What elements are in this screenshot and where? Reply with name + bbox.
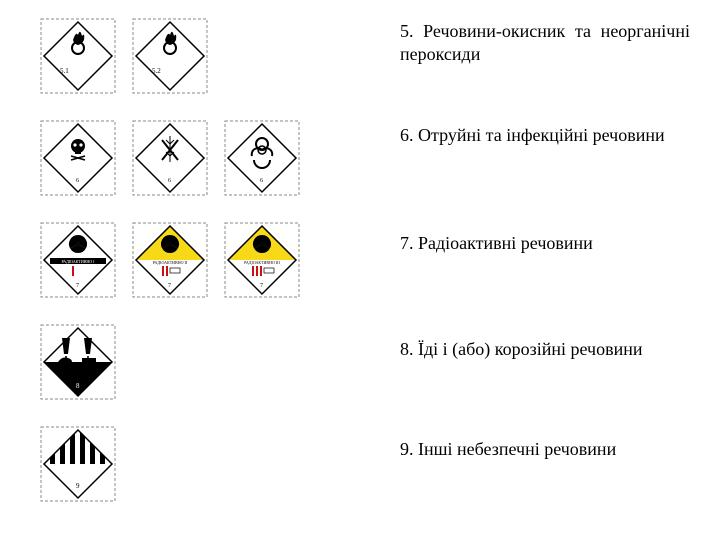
placards-6: 6 6 bbox=[40, 120, 300, 196]
placard-label: 8 bbox=[76, 382, 80, 390]
placards-5: 5.1 5.2 bbox=[40, 18, 208, 94]
placard-label: 7 bbox=[260, 283, 263, 289]
placard-6-toxic: 6 bbox=[40, 120, 116, 196]
placard-7-3: РАДІОАКТИВНО III 7 bbox=[224, 222, 300, 298]
placard-8: 8 bbox=[40, 324, 116, 400]
placard-label: 6 bbox=[260, 178, 263, 184]
placard-label: 9 bbox=[76, 482, 80, 490]
placard-label: 5.2 bbox=[152, 67, 161, 75]
placards-7: РАДІОАКТИВНО I 7 РАДІОАКТИВНО II bbox=[40, 222, 300, 298]
text-5: 5. Речовини-окисник та неорганічні перок… bbox=[400, 20, 690, 65]
placard-title: РАДІОАКТИВНО II bbox=[153, 260, 188, 265]
placard-title: РАДІОАКТИВНО III bbox=[244, 260, 280, 265]
placard-label: 7 bbox=[76, 283, 79, 289]
placard-7-1: РАДІОАКТИВНО I 7 bbox=[40, 222, 116, 298]
placard-5-2: 5.2 bbox=[132, 18, 208, 94]
placard-label: 6 bbox=[168, 178, 171, 184]
text-9: 9. Інші небезпечні речовини bbox=[400, 438, 690, 461]
placards-8: 8 bbox=[40, 324, 116, 400]
placards-9: 9 bbox=[40, 426, 116, 502]
placard-label: 6 bbox=[76, 178, 79, 184]
text-8: 8. Їді і (або) корозійні речовини bbox=[400, 338, 690, 361]
placard-9: 9 bbox=[40, 426, 116, 502]
placard-label: 7 bbox=[168, 283, 171, 289]
text-7: 7. Радіоактивні речовини bbox=[400, 232, 690, 255]
placard-title: РАДІОАКТИВНО I bbox=[61, 259, 95, 264]
placard-6-harmful: 6 bbox=[132, 120, 208, 196]
text-6: 6. Отруйні та інфекційні речовини bbox=[400, 124, 690, 147]
placard-label: 5.1 bbox=[60, 67, 69, 75]
placard-5-1: 5.1 bbox=[40, 18, 116, 94]
placard-7-2: РАДІОАКТИВНО II 7 bbox=[132, 222, 208, 298]
placard-6-biohazard: 6 bbox=[224, 120, 300, 196]
